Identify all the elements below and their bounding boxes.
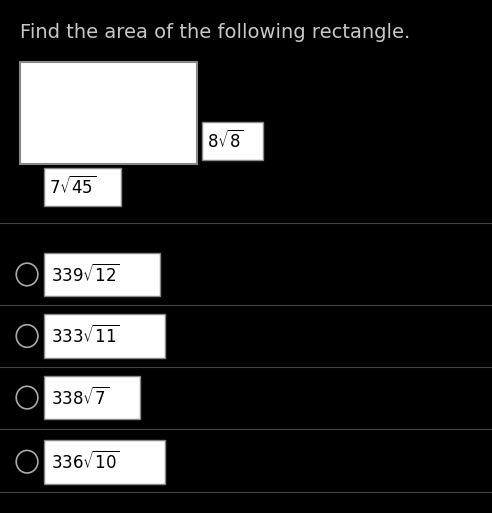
Text: $339\sqrt{12}$: $339\sqrt{12}$	[51, 263, 120, 286]
Text: Find the area of the following rectangle.: Find the area of the following rectangle…	[20, 23, 410, 42]
FancyBboxPatch shape	[202, 122, 263, 160]
Text: $7\sqrt{45}$: $7\sqrt{45}$	[49, 176, 97, 199]
Text: $336\sqrt{10}$: $336\sqrt{10}$	[51, 450, 120, 473]
Text: $8\sqrt{8}$: $8\sqrt{8}$	[207, 130, 244, 152]
FancyBboxPatch shape	[44, 252, 160, 296]
Text: $333\sqrt{11}$: $333\sqrt{11}$	[51, 325, 120, 347]
FancyBboxPatch shape	[20, 62, 197, 164]
FancyBboxPatch shape	[44, 376, 140, 420]
FancyBboxPatch shape	[44, 440, 165, 483]
FancyBboxPatch shape	[44, 168, 121, 206]
Text: $338\sqrt{7}$: $338\sqrt{7}$	[51, 386, 109, 409]
FancyBboxPatch shape	[44, 314, 165, 358]
